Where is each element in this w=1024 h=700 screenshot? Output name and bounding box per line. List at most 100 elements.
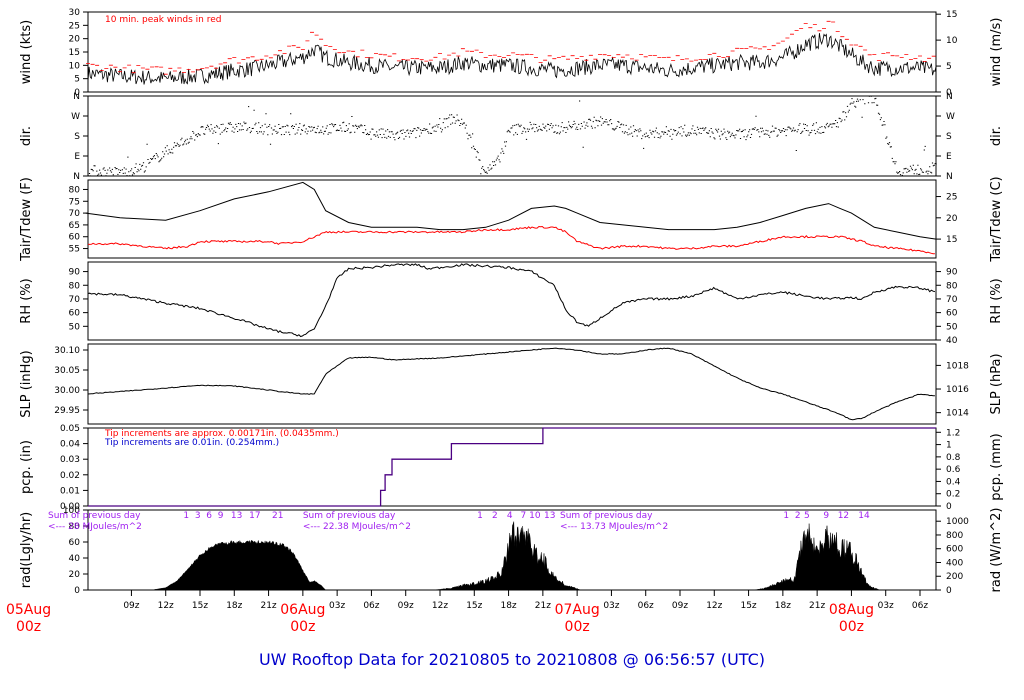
- left-tick-label-temp: 80: [69, 185, 81, 195]
- left-axis-label-rad: rad(Lgly/hr): [19, 512, 34, 588]
- panel-wind: wind (kts) wind (m/s) 0 5 10 15 20 25 30 0 5 10 15 10…: [19, 8, 1004, 98]
- left-tick-label-temp: 65: [69, 221, 80, 231]
- rad-note-line1-2: Sum of previous day: [303, 511, 396, 521]
- wind-peak-note: 10 min. peak winds in red: [105, 15, 222, 25]
- rad-hour-mark: 10: [529, 511, 541, 521]
- right-tick-label-rad: 1000: [946, 517, 969, 527]
- panel-dir: dir. dir.N NE ES SW WN N: [19, 92, 1004, 182]
- left-tick-label-temp: 60: [69, 233, 81, 243]
- left-tick-label-dir: N: [73, 92, 80, 102]
- right-tick-label-temp: 25: [946, 193, 957, 203]
- x-tick-label: 15z: [740, 601, 756, 611]
- left-tick-label-wind: 15: [69, 48, 80, 58]
- right-axis-label-temp: Tair/Tdew (C): [989, 176, 1004, 262]
- x-tick-label: 03z: [878, 601, 894, 611]
- left-tick-label-slp: 29.95: [54, 406, 80, 416]
- radiation-day-1: [151, 539, 327, 591]
- x-tick-label: 18z: [226, 601, 242, 611]
- right-tick-label-rad: 600: [946, 545, 963, 555]
- left-tick-label-rad: 20: [69, 570, 81, 580]
- rad-hour-mark: 7: [521, 511, 527, 521]
- left-tick-label-slp: 30.10: [54, 346, 80, 356]
- left-tick-label-rh: 70: [69, 295, 81, 305]
- left-tick-label-pcp: 0.05: [60, 424, 80, 434]
- rad-note-line2-2: <--- 22.38 MJoules/m^2: [303, 522, 411, 532]
- x-tick-label: 09z: [398, 601, 414, 611]
- date-label: 05Aug: [6, 602, 51, 618]
- right-tick-label-pcp: 0.4: [946, 477, 961, 487]
- left-tick-label-temp: 70: [69, 209, 81, 219]
- x-tick-label: 03z: [603, 601, 619, 611]
- rad-hour-mark: 3: [195, 511, 201, 521]
- rad-hour-mark: 1: [477, 511, 483, 521]
- date-label: 08Aug: [829, 602, 874, 618]
- left-tick-label-wind: 25: [69, 21, 80, 31]
- rad-hour-mark: 1: [783, 511, 789, 521]
- right-tick-label-wind: 10: [946, 36, 958, 46]
- date-hour-label: 00z: [565, 619, 590, 635]
- panel-rad: rad(Lgly/hr) rad (W/m^2)02040608010002004…: [19, 506, 1004, 596]
- panel-frame-pcp: [87, 427, 937, 507]
- left-tick-label-rh: 90: [69, 268, 81, 278]
- x-tick-label: 15z: [466, 601, 482, 611]
- right-tick-label-pcp: 0: [946, 502, 952, 512]
- right-tick-label-rad: 0: [946, 586, 952, 596]
- x-tick-label: 21z: [535, 601, 551, 611]
- left-tick-label-rad: 0: [74, 586, 80, 596]
- date-label: 06Aug: [280, 602, 325, 618]
- date-hour-label: 00z: [290, 619, 315, 635]
- rad-note-line1-1: Sum of previous day: [48, 511, 141, 521]
- left-tick-label-temp: 75: [69, 197, 80, 207]
- right-tick-label-dir: N: [946, 172, 953, 182]
- left-tick-label-temp: 55: [69, 245, 80, 255]
- left-tick-label-dir: W: [71, 112, 80, 122]
- panels: wind (kts) wind (m/s)05101520253005101510…: [19, 8, 1004, 596]
- rad-hour-mark: 1: [183, 511, 189, 521]
- left-tick-label-pcp: 0.00: [60, 502, 80, 512]
- x-axis: 09z 12z 15z 18z 21z 03z 06z 09z 12z 15z 18z 21z 03z 0…: [6, 590, 928, 635]
- left-tick-label-rh: 50: [69, 322, 81, 332]
- tair-series: [85, 181, 937, 240]
- right-axis-label-dir: dir.: [989, 126, 1004, 146]
- left-tick-label-pcp: 0.04: [60, 440, 80, 450]
- left-tick-label-slp: 30.00: [54, 386, 80, 396]
- panel-temp: Tair/Tdew (F) Tair/Tdew (C) 55 60 65 70 75 80 15…: [19, 176, 1004, 262]
- right-tick-label-pcp: 0.2: [946, 490, 960, 500]
- left-tick-label-wind: 0: [74, 88, 80, 98]
- right-tick-label-temp: 15: [946, 235, 957, 245]
- x-tick-label: 18z: [775, 601, 791, 611]
- rad-hour-mark: 12: [838, 511, 849, 521]
- x-tick-label: 21z: [809, 601, 825, 611]
- right-tick-label-rh: 80: [946, 281, 958, 291]
- left-axis-label-slp: SLP (inHg): [19, 350, 34, 418]
- right-axis-label-rad: rad (W/m^2): [989, 508, 1004, 593]
- left-tick-label-pcp: 0.02: [60, 471, 80, 481]
- left-tick-label-rad: 100: [63, 506, 80, 516]
- rad-hour-mark: 2: [795, 511, 801, 521]
- rad-hour-mark: 17: [249, 511, 260, 521]
- panel-rh: RH (%) RH (%) 50 60 70 80 90 40 50 60 70 80 90: [19, 261, 1004, 346]
- rad-hour-mark: 13: [544, 511, 555, 521]
- left-tick-label-slp: 30.05: [54, 366, 80, 376]
- right-tick-label-dir: N: [946, 92, 953, 102]
- left-axis-label-rh: RH (%): [19, 278, 34, 323]
- right-axis-label-slp: SLP (hPa): [989, 353, 1004, 414]
- left-tick-label-pcp: 0.03: [60, 455, 80, 465]
- left-tick-label-rad: 80: [69, 522, 81, 532]
- slp-series: [87, 347, 935, 421]
- left-axis-label-pcp: pcp. (in): [19, 440, 34, 494]
- left-axis-label-temp: Tair/Tdew (F): [19, 177, 34, 262]
- right-tick-label-temp: 20: [946, 214, 958, 224]
- right-tick-label-wind: 15: [946, 10, 957, 20]
- rad-hour-mark: 14: [858, 511, 870, 521]
- right-tick-label-slp: 1018: [946, 361, 969, 371]
- rad-note-line1-3: Sum of previous day: [560, 511, 653, 521]
- left-tick-label-dir: N: [73, 172, 80, 182]
- rad-hour-mark: 4: [507, 511, 513, 521]
- left-tick-label-rad: 60: [69, 538, 81, 548]
- right-axis-label-pcp: pcp. (mm): [989, 433, 1004, 500]
- panel-slp: SLP (inHg) SLP (hPa) 29.95 30.00 30.05 30.10 1…: [19, 343, 1004, 425]
- right-tick-label-pcp: 1: [946, 441, 952, 451]
- right-tick-label-wind: 5: [946, 62, 952, 72]
